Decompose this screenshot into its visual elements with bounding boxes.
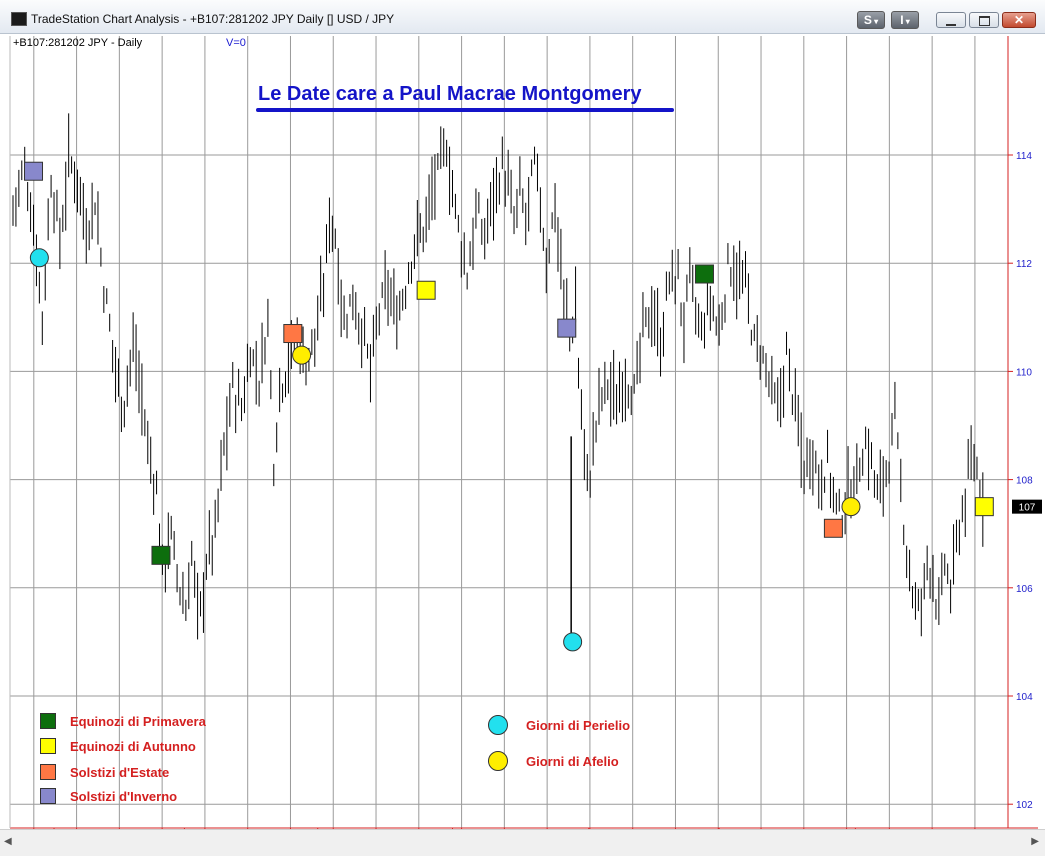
s-menu-button[interactable]: S ▾ xyxy=(857,11,885,29)
minimize-button[interactable] xyxy=(936,12,966,28)
restore-icon xyxy=(978,16,990,26)
volume-label: V=0 xyxy=(226,37,246,49)
legend-label: Solstizi d'Estate xyxy=(70,765,170,780)
marker-equinozio-autunno[interactable] xyxy=(416,280,436,300)
y-tick-label: 106 xyxy=(1016,584,1033,595)
marker-afelio[interactable] xyxy=(292,345,312,365)
instrument-label: +B107:281202 JPY - Daily xyxy=(13,37,143,49)
legend-label: Equinozi di Autunno xyxy=(70,739,196,754)
marker-equinozio-autunno[interactable] xyxy=(974,497,994,517)
last-price-label: 107 xyxy=(1019,503,1036,514)
y-tick-label: 102 xyxy=(1016,800,1033,811)
tradestation-app-icon xyxy=(11,12,27,26)
scroll-left-icon[interactable]: ◀ xyxy=(4,836,12,847)
marker-equinozio-primavera[interactable] xyxy=(151,545,171,565)
minimize-icon xyxy=(946,24,956,26)
cyan-circle-icon xyxy=(488,715,508,735)
legend-label: Equinozi di Primavera xyxy=(70,714,206,729)
marker-solstizio-inverno[interactable] xyxy=(557,318,577,338)
yellow-square-icon xyxy=(40,738,56,754)
yellow-circle-icon xyxy=(488,751,508,771)
window-titlebar: TradeStation Chart Analysis - +B107:2812… xyxy=(0,0,1045,34)
orange-square-icon xyxy=(40,764,56,780)
y-tick-label: 108 xyxy=(1016,476,1033,487)
restore-button[interactable] xyxy=(969,12,999,28)
marker-solstizio-estate[interactable] xyxy=(823,518,843,538)
marker-perielio[interactable] xyxy=(563,632,583,652)
y-tick-label: 114 xyxy=(1016,151,1032,162)
chart-title: Le Date care a Paul Macrae Montgomery xyxy=(258,83,642,105)
close-button[interactable]: ✕ xyxy=(1002,12,1036,28)
last-price-badge xyxy=(1012,499,1042,514)
horizontal-scrollbar[interactable]: ◀ ▶ xyxy=(0,829,1045,856)
close-icon: ✕ xyxy=(1013,13,1025,27)
marker-solstizio-estate[interactable] xyxy=(283,324,303,344)
legend-label: Giorni di Perielio xyxy=(526,718,631,733)
legend-label: Giorni di Afelio xyxy=(526,754,619,769)
y-tick-label: 104 xyxy=(1016,692,1033,703)
dropdown-arrow-icon: ▾ xyxy=(903,17,910,26)
scroll-right-icon[interactable]: ▶ xyxy=(1031,836,1039,847)
y-tick-label: 110 xyxy=(1016,367,1032,378)
price-chart[interactable]: 102104106108110112114'18Apr'18Jul'18Oct'… xyxy=(0,34,1045,829)
green-square-icon xyxy=(40,713,56,729)
window-title: TradeStation Chart Analysis - +B107:2812… xyxy=(31,12,395,26)
marker-solstizio-inverno[interactable] xyxy=(24,161,44,181)
marker-equinozio-primavera[interactable] xyxy=(694,264,714,284)
legend-label: Solstizi d'Inverno xyxy=(70,789,178,804)
chart-area[interactable]: 102104106108110112114'18Apr'18Jul'18Oct'… xyxy=(0,34,1045,855)
s-menu-label: S xyxy=(863,13,872,27)
marker-perielio[interactable] xyxy=(29,248,49,268)
i-menu-label: I xyxy=(900,13,904,27)
y-tick-label: 112 xyxy=(1016,259,1032,270)
i-menu-button[interactable]: I ▾ xyxy=(891,11,919,29)
marker-afelio[interactable] xyxy=(841,497,861,517)
dropdown-arrow-icon: ▾ xyxy=(871,17,879,26)
violet-square-icon xyxy=(40,788,56,804)
